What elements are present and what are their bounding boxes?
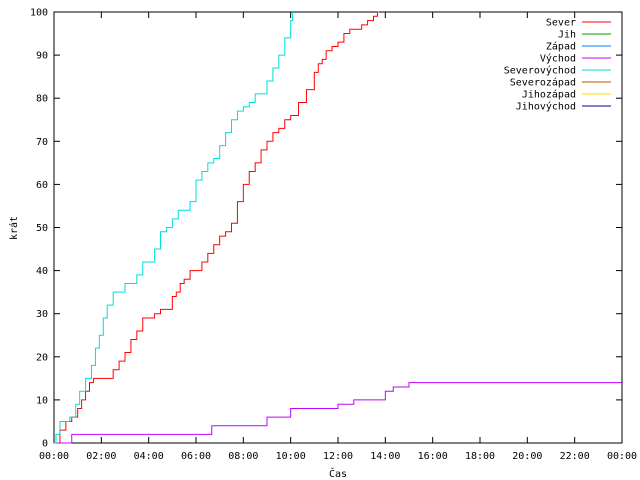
y-tick-label: 90 xyxy=(36,51,48,62)
y-axis: 0 10 20 30 40 50 60 70 80 90 100 xyxy=(30,8,622,450)
x-axis-label: Čas xyxy=(329,467,347,480)
x-axis: 00:00 02:00 04:00 06:00 08:00 10:00 12:00 14:00… xyxy=(39,12,637,462)
series-line-0 xyxy=(54,11,380,444)
x-tick-label: 12:00 xyxy=(323,451,353,462)
x-tick-label: 02:00 xyxy=(86,451,116,462)
x-tick-label: 18:00 xyxy=(465,451,495,462)
x-tick-label: 16:00 xyxy=(418,451,448,462)
legend-label: Jihovýchod xyxy=(516,101,576,113)
legend: SeverJihZápadVýchodSeverovýchodSeverozáp… xyxy=(504,18,611,113)
x-tick-label: 14:00 xyxy=(370,451,400,462)
legend-label: Západ xyxy=(546,41,576,53)
x-tick-label: 10:00 xyxy=(276,451,306,462)
y-tick-label: 60 xyxy=(36,180,48,191)
y-tick-label: 80 xyxy=(36,94,48,105)
x-tick-label: 20:00 xyxy=(512,451,542,462)
legend-label: Jihozápad xyxy=(522,89,576,101)
x-tick-label: 08:00 xyxy=(228,451,258,462)
y-tick-label: 50 xyxy=(36,223,48,234)
legend-label: Severozápad xyxy=(510,77,576,89)
y-tick-label: 70 xyxy=(36,137,48,148)
x-tick-label: 22:00 xyxy=(560,451,590,462)
x-tick-label: 06:00 xyxy=(181,451,211,462)
series-line-3 xyxy=(54,382,622,444)
series-layer xyxy=(54,11,622,444)
y-tick-label: 40 xyxy=(36,266,48,277)
y-tick-label: 100 xyxy=(30,8,48,19)
legend-label: Sever xyxy=(546,18,576,29)
y-axis-label: krát xyxy=(8,216,20,240)
x-tick-label: 00:00 xyxy=(607,451,637,462)
legend-label: Severovýchod xyxy=(504,65,576,77)
series-line-4 xyxy=(54,12,294,444)
legend-label: Jih xyxy=(558,30,576,41)
x-tick-label: 00:00 xyxy=(39,451,69,462)
y-tick-label: 0 xyxy=(42,439,48,450)
legend-label: Východ xyxy=(540,53,576,65)
y-tick-label: 20 xyxy=(36,352,48,363)
y-tick-label: 10 xyxy=(36,395,48,406)
x-tick-label: 04:00 xyxy=(134,451,164,462)
y-tick-label: 30 xyxy=(36,309,48,320)
